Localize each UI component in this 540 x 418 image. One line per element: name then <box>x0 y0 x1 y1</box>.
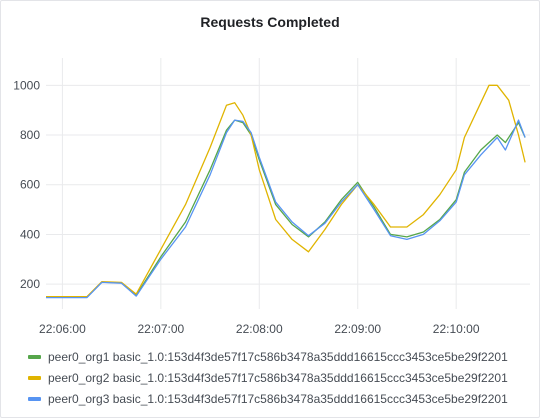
legend-item-1[interactable]: peer0_org1 basic_1.0:153d4f3de57f17c586b… <box>28 346 533 367</box>
y-tick-label: 1000 <box>13 78 40 92</box>
series-line-2 <box>46 84 526 298</box>
x-axis: 22:06:00 22:07:00 22:08:00 22:09:00 22:10:00 <box>39 322 480 336</box>
y-tick-label: 600 <box>20 178 40 192</box>
y-tick-label: 800 <box>20 128 40 142</box>
series-line-1 <box>46 119 526 298</box>
legend: peer0_org1 basic_1.0:153d4f3de57f17c586b… <box>28 346 533 409</box>
x-tick-label: 22:07:00 <box>137 322 184 336</box>
series-lines <box>46 84 526 299</box>
series-line-3 <box>46 119 526 299</box>
legend-swatch <box>28 354 41 359</box>
legend-label: peer0_org2 basic_1.0:153d4f3de57f17c586b… <box>48 370 508 385</box>
x-tick-label: 22:08:00 <box>236 322 283 336</box>
line-chart: 200 400 600 800 1000 22:06:00 22:07:00 22:08:0… <box>13 58 530 336</box>
legend-label: peer0_org3 basic_1.0:153d4f3de57f17c586b… <box>48 391 508 406</box>
legend-swatch <box>28 396 41 401</box>
legend-swatch <box>28 375 41 380</box>
y-tick-label: 200 <box>20 277 40 291</box>
legend-item-3[interactable]: peer0_org3 basic_1.0:153d4f3de57f17c586b… <box>28 388 533 409</box>
grid-lines <box>46 58 530 309</box>
x-tick-label: 22:10:00 <box>433 322 480 336</box>
legend-label: peer0_org1 basic_1.0:153d4f3de57f17c586b… <box>48 349 508 364</box>
legend-item-2[interactable]: peer0_org2 basic_1.0:153d4f3de57f17c586b… <box>28 367 533 388</box>
y-axis: 200 400 600 800 1000 <box>13 78 40 291</box>
x-tick-label: 22:06:00 <box>39 322 86 336</box>
panel-title[interactable]: Requests Completed <box>200 14 340 30</box>
x-tick-label: 22:09:00 <box>334 322 381 336</box>
y-tick-label: 400 <box>20 227 40 241</box>
